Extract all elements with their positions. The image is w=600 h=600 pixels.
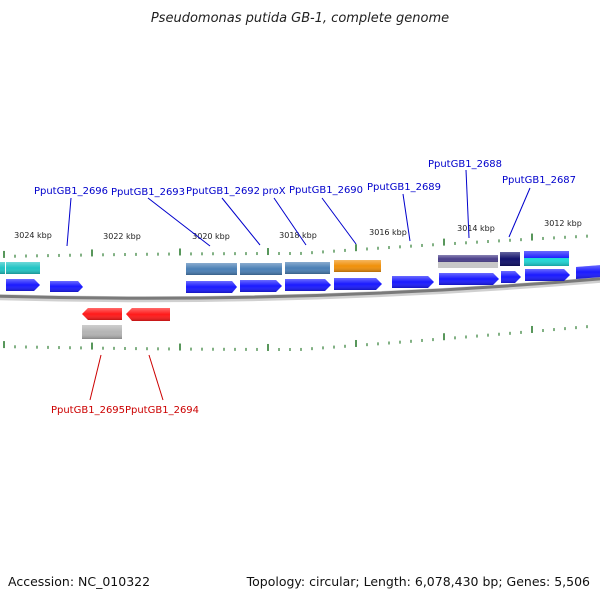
accession-text: Accession: NC_010322 [8, 574, 150, 589]
cds-row-reverse [82, 308, 170, 339]
scale-label-3016: 3016 kbp [369, 228, 407, 237]
scale-label-3012: 3012 kbp [544, 219, 582, 228]
gene-label-PputGB1_2696[interactable]: PputGB1_2696 [34, 186, 108, 197]
feature-block[interactable] [438, 262, 498, 268]
scale-label-3022: 3022 kbp [103, 232, 141, 241]
scale-label-3014: 3014 kbp [457, 224, 495, 233]
gene-label-PputGB1_2687[interactable]: PputGB1_2687 [502, 175, 576, 186]
scale-label-3024: 3024 kbp [14, 231, 52, 240]
gene-label-PputGB1_2690[interactable]: PputGB1_2690 [289, 185, 363, 196]
reverse-label-leaders [89, 354, 164, 401]
scale-ticks-outer [3, 233, 588, 258]
forward-label-leaders [66, 169, 531, 247]
gene-label-proX[interactable]: proX [262, 186, 285, 197]
gene-label-PputGB1_2689[interactable]: PputGB1_2689 [367, 182, 441, 193]
gene-label-PputGB1_2688[interactable]: PputGB1_2688 [428, 159, 502, 170]
feature-row-upper [0, 251, 569, 275]
map-title: Pseudomonas putida GB-1, complete genome [151, 11, 449, 26]
gene-label-PputGB1_2693[interactable]: PputGB1_2693 [111, 187, 185, 198]
scale-ticks-inner [3, 325, 588, 351]
cds-row-forward [6, 265, 600, 293]
gene-label-PputGB1_2694[interactable]: PputGB1_2694 [125, 405, 199, 416]
topology-text: Topology: circular; Length: 6,078,430 bp… [246, 574, 590, 589]
scale-label-3020: 3020 kbp [192, 232, 230, 241]
scale-label-3018: 3018 kbp [279, 231, 317, 240]
gene-label-PputGB1_2695[interactable]: PputGB1_2695 [51, 405, 125, 416]
gene-label-PputGB1_2692[interactable]: PputGB1_2692 [186, 186, 260, 197]
genome-backbone [0, 277, 600, 300]
